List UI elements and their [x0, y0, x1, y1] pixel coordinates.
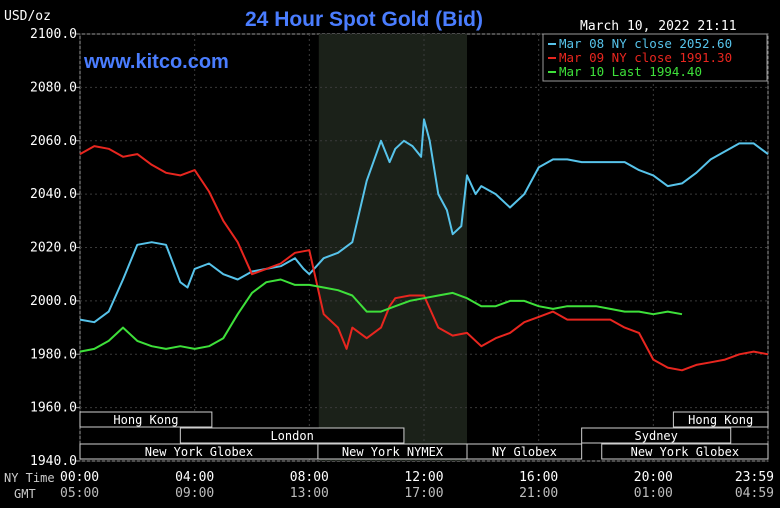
grid-lines [79, 33, 769, 462]
session-box [672, 411, 769, 428]
chart-title: 24 Hour Spot Gold (Bid) [245, 8, 483, 31]
x-tick-label-ny: 23:59 [735, 470, 774, 485]
session-label: New York Globex [631, 445, 739, 459]
x-tick-label-ny: 00:00 [60, 470, 99, 485]
session-box [466, 443, 583, 460]
series-lines [79, 118, 769, 372]
session-box [179, 427, 405, 444]
session-label: Sydney [635, 429, 678, 443]
watermark-url: www.kitco.com [83, 51, 229, 73]
x-tick-label-ny: 04:00 [175, 470, 214, 485]
session-label: New York NYMEX [342, 445, 444, 459]
legend-label: Mar 10 Last 1994.40 [559, 64, 702, 79]
series-line [79, 118, 769, 324]
x-tick-label-gmt: 04:59 [735, 486, 774, 501]
session-label: London [270, 429, 313, 443]
x-tick-label-gmt: 05:00 [60, 486, 99, 501]
ny-time-label: NY Time [4, 471, 55, 485]
x-tick-label-gmt: 17:00 [404, 486, 443, 501]
y-tick-label: 2020.0 [30, 241, 77, 256]
y-tick-label: 1940.0 [30, 454, 77, 469]
x-tick-label-gmt: 21:00 [519, 486, 558, 501]
x-tick-label-ny: 20:00 [634, 470, 673, 485]
x-tick-label-gmt: 13:00 [290, 486, 329, 501]
y-axis-ticks: 2100.0 2080.0 2060.0 2040.0 2020.0 2000.0 1980… [30, 27, 80, 469]
legend-label: Mar 09 NY close 1991.30 [559, 50, 732, 65]
y-tick-label: 2000.0 [30, 294, 77, 309]
market-sessions: Hong Kong Hong Kong London Sydney New York G… [79, 411, 769, 460]
session-box [79, 411, 213, 428]
x-tick-label-ny: 12:00 [404, 470, 443, 485]
y-tick-label: 2060.0 [30, 134, 77, 149]
y-axis-label: USD/oz [4, 9, 51, 24]
series-line [79, 278, 683, 353]
x-tick-label-gmt: 01:00 [634, 486, 673, 501]
session-label: Hong Kong [688, 413, 753, 427]
session-label: Hong Kong [113, 413, 178, 427]
session-box [581, 427, 732, 444]
gmt-label: GMT [14, 487, 36, 501]
session-box [601, 443, 769, 460]
plot-area [79, 33, 769, 462]
chart-date-label: March 10, 2022 21:11 [580, 19, 737, 34]
y-tick-label: 2080.0 [30, 80, 77, 95]
legend-label: Mar 08 NY close 2052.60 [559, 36, 732, 51]
series-line [79, 145, 769, 372]
x-tick-label-gmt: 09:00 [175, 486, 214, 501]
y-tick-label: 2040.0 [30, 187, 77, 202]
session-label: New York Globex [145, 445, 253, 459]
legend-box [542, 33, 768, 82]
y-tick-label: 2100.0 [30, 27, 77, 42]
y-tick-label: 1960.0 [30, 401, 77, 416]
x-tick-label-ny: 16:00 [519, 470, 558, 485]
y-tick-label: 1980.0 [30, 347, 77, 362]
session-label: NY Globex [492, 445, 557, 459]
x-tick-label-ny: 08:00 [290, 470, 329, 485]
